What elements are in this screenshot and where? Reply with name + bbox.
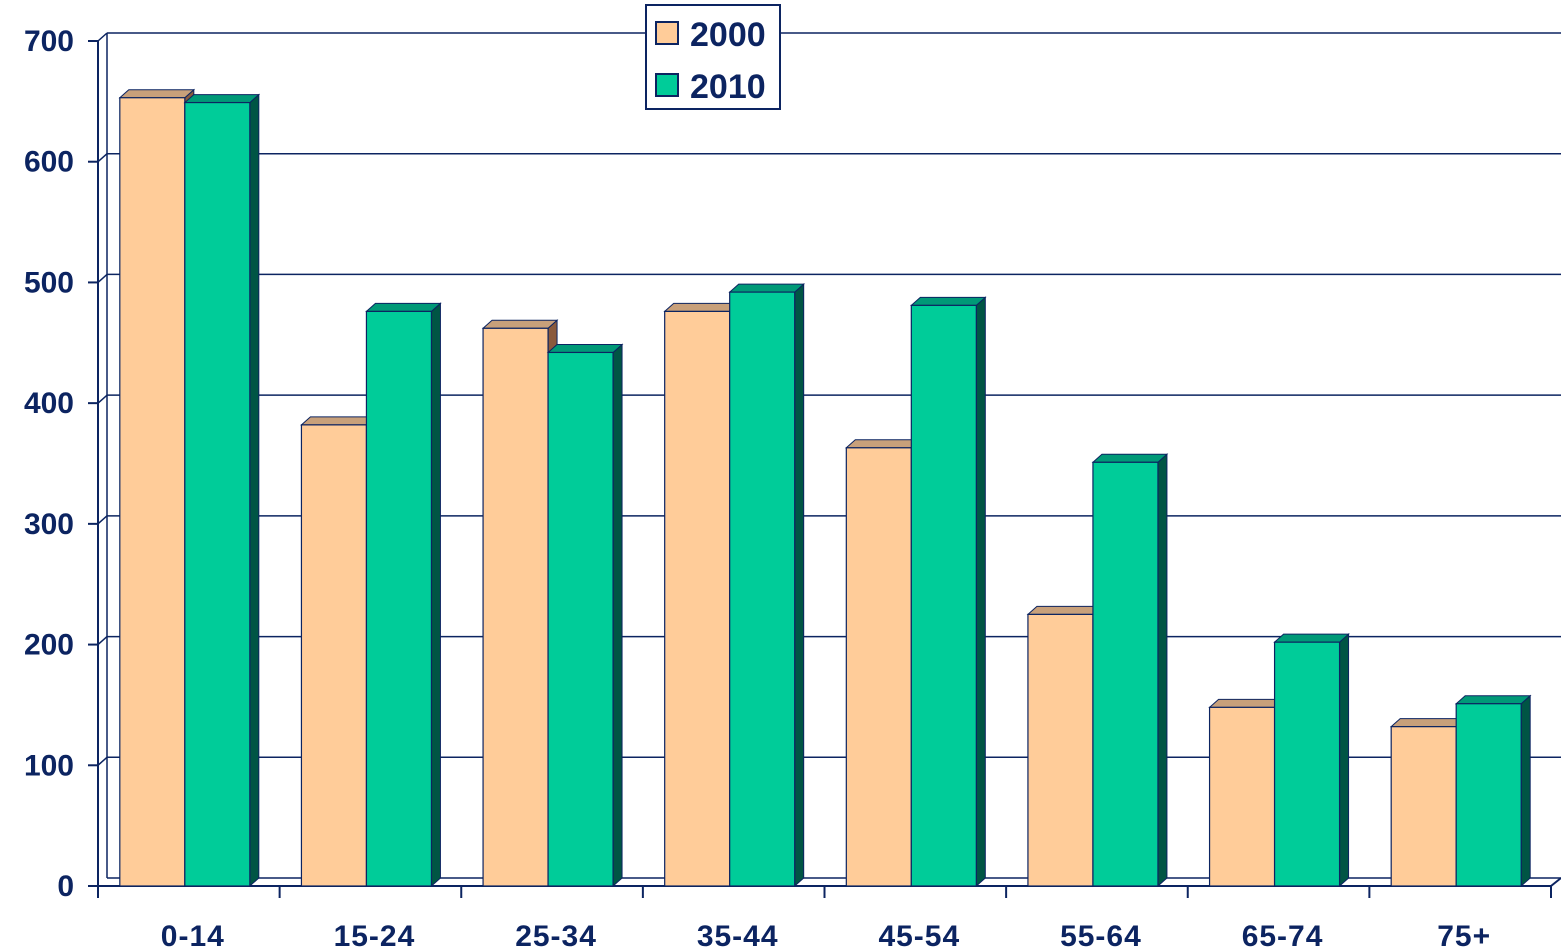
- bar-side-2010-25-34: [612, 343, 623, 888]
- bar-2010-55-64: [1091, 453, 1169, 888]
- x-tick-labels: 0-14 15-24 25-34 35-44 45-54 55-64 65-74 75+: [161, 920, 1491, 951]
- bar-front-2000-45-54: [845, 447, 912, 887]
- bar-side-2010-65-74: [1339, 633, 1350, 888]
- gridline-side-700: [97, 32, 108, 42]
- x-tick-label-55-64: 55-64: [1060, 920, 1142, 951]
- x-tick-label-75+: 75+: [1437, 920, 1491, 951]
- bar-2010-25-34: [546, 343, 624, 888]
- bar-front-2000-15-24: [300, 424, 368, 887]
- bar-top-2010-45-54: [909, 296, 987, 306]
- gridline-side-500: [97, 273, 108, 283]
- bar-front-2010-55-64: [1092, 461, 1159, 887]
- bar-front-2000-25-34: [482, 327, 549, 887]
- bar-top-2010-0-14: [183, 94, 261, 104]
- bar-top-2010-75+: [1454, 695, 1532, 705]
- y-tick-label-100: 100: [24, 749, 74, 782]
- bar-front-2000-35-44: [664, 310, 731, 887]
- bar-front-2000-75+: [1390, 726, 1457, 887]
- x-tick-label-35-44: 35-44: [697, 920, 779, 951]
- bar-top-2000-35-44: [663, 302, 741, 312]
- bar-top-2010-15-24: [365, 302, 442, 312]
- y-tick-label-0: 0: [57, 870, 74, 903]
- gridline-side-400: [97, 394, 108, 404]
- bar-front-2010-35-44: [729, 291, 796, 887]
- y-tick-label-200: 200: [24, 629, 74, 662]
- bar-2000-35-44: [663, 302, 741, 888]
- bar-front-2010-75+: [1455, 703, 1522, 887]
- x-tick-label-0-14: 0-14: [161, 920, 225, 951]
- bar-side-2010-15-24: [430, 302, 441, 888]
- bar-2010-75+: [1454, 694, 1532, 888]
- legend: 2000 2010: [645, 4, 781, 110]
- bar-2000-0-14: [118, 88, 196, 888]
- bar-front-2010-45-54: [910, 304, 977, 887]
- bar-side-2010-35-44: [794, 282, 805, 888]
- bar-2000-75+: [1389, 717, 1467, 888]
- bar-side-2010-55-64: [1157, 453, 1168, 888]
- bar-top-2010-35-44: [728, 283, 806, 293]
- bar-2010-35-44: [728, 282, 806, 888]
- gridline-side-300: [97, 515, 108, 525]
- bar-2010-15-24: [365, 302, 442, 888]
- bar-front-2000-0-14: [119, 97, 186, 887]
- y-tick-label-300: 300: [24, 508, 74, 541]
- bar-front-2010-25-34: [547, 351, 614, 887]
- gridline-side-200: [97, 636, 108, 646]
- bar-2000-45-54: [844, 438, 922, 888]
- bar-top-2010-55-64: [1091, 453, 1169, 463]
- floor-right-edge: [1550, 877, 1561, 887]
- bar-top-2000-65-74: [1208, 698, 1285, 708]
- legend-label-2000: 2000: [690, 16, 766, 54]
- legend-swatch-2010: [655, 73, 679, 97]
- gridline-side-100: [97, 756, 108, 766]
- y-tick-labels: 0 100 200 300 400 500 600 700: [24, 25, 74, 903]
- bar-2010-0-14: [183, 93, 261, 888]
- legend-label-2010: 2010: [690, 68, 766, 106]
- bar-top-2010-65-74: [1273, 633, 1350, 643]
- x-tick-label-45-54: 45-54: [878, 920, 960, 951]
- bar-2010-65-74: [1273, 633, 1350, 888]
- bar-front-2010-65-74: [1273, 641, 1341, 887]
- bar-top-2000-75+: [1389, 718, 1467, 728]
- bar-side-2010-45-54: [975, 296, 986, 888]
- bar-top-2000-25-34: [481, 319, 559, 329]
- gridline-side-600: [97, 153, 108, 163]
- y-tick-label-400: 400: [24, 387, 74, 420]
- bar-2000-55-64: [1026, 605, 1104, 888]
- bar-top-2000-15-24: [300, 416, 377, 426]
- bar-2000-65-74: [1208, 698, 1285, 888]
- bar-front-2010-0-14: [184, 101, 251, 887]
- bar-side-2010-0-14: [249, 93, 260, 888]
- bar-front-2000-55-64: [1027, 613, 1094, 887]
- x-tick-label-15-24: 15-24: [334, 920, 416, 951]
- legend-swatch-2000: [655, 21, 679, 45]
- bar-front-2000-65-74: [1208, 706, 1276, 887]
- y-tick-label-600: 600: [24, 146, 74, 179]
- bar-top-2010-25-34: [546, 343, 624, 353]
- y-tick-label-700: 700: [24, 25, 74, 58]
- y-tick-label-500: 500: [24, 266, 74, 299]
- bar-2010-45-54: [909, 296, 987, 888]
- bars: [118, 88, 1532, 888]
- bar-side-2010-75+: [1520, 694, 1531, 888]
- x-tick-label-25-34: 25-34: [515, 920, 597, 951]
- bar-top-2000-55-64: [1026, 605, 1104, 615]
- bar-2000-25-34: [481, 319, 559, 888]
- bar-top-2000-45-54: [844, 439, 922, 449]
- bar-front-2010-15-24: [365, 310, 433, 887]
- x-tick-label-65-74: 65-74: [1242, 920, 1324, 951]
- bar-2000-15-24: [300, 415, 377, 888]
- bar-top-2000-0-14: [118, 89, 196, 99]
